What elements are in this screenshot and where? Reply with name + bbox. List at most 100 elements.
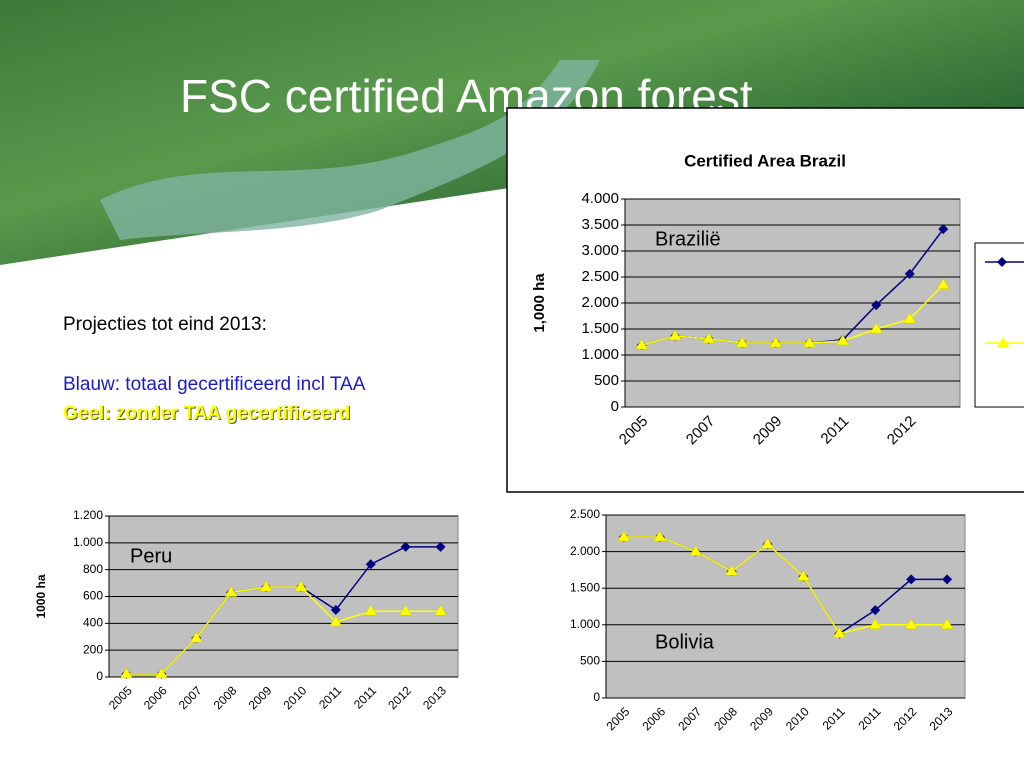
annotation: Brazilië xyxy=(655,228,721,250)
x-tick-label: 2012 xyxy=(385,683,414,712)
y-tick-label: 2.000 xyxy=(581,294,619,311)
annotation: Peru xyxy=(130,545,172,567)
marker xyxy=(904,618,918,630)
x-tick-label: 2011 xyxy=(855,704,883,732)
marker xyxy=(802,336,816,348)
y-tick-label: 400 xyxy=(83,616,103,630)
marker xyxy=(120,667,133,679)
x-tick-label: 2005 xyxy=(604,704,633,733)
marker xyxy=(365,559,376,570)
x-tick-label: 2013 xyxy=(420,683,449,712)
x-tick-label: 2007 xyxy=(176,683,205,712)
y-tick-label: 1.200 xyxy=(73,508,103,522)
y-tick-label: 0 xyxy=(611,398,619,415)
x-tick-label: 2006 xyxy=(141,683,170,712)
marker xyxy=(870,605,881,616)
y-axis-label: 1,000 ha xyxy=(531,273,548,333)
x-tick-label: 2008 xyxy=(211,683,240,712)
marker xyxy=(769,336,783,348)
y-tick-label: 500 xyxy=(594,372,619,389)
marker xyxy=(668,329,682,341)
marker xyxy=(689,545,703,556)
line-series xyxy=(641,284,944,346)
marker xyxy=(940,618,954,630)
marker xyxy=(617,530,631,542)
y-tick-label: 2.500 xyxy=(581,268,619,285)
y-tick-label: 200 xyxy=(83,642,103,656)
marker xyxy=(903,312,917,324)
x-tick-label: 2011 xyxy=(351,683,379,711)
marker xyxy=(400,541,411,552)
marker xyxy=(259,580,273,592)
marker xyxy=(635,338,649,350)
x-tick-label: 2009 xyxy=(747,704,776,733)
marker xyxy=(904,268,915,279)
x-tick-label: 2010 xyxy=(783,704,812,733)
y-tick-label: 500 xyxy=(580,654,600,668)
marker xyxy=(330,604,341,615)
y-tick-label: 1.500 xyxy=(581,320,619,337)
x-tick-label: 2013 xyxy=(927,704,956,733)
marker xyxy=(936,278,950,290)
annotation: Bolivia xyxy=(655,631,715,653)
marker xyxy=(725,564,739,576)
y-axis-label: 1000 ha xyxy=(34,574,48,618)
marker xyxy=(868,618,882,630)
river xyxy=(100,60,600,240)
y-tick-label: 1.000 xyxy=(73,535,103,549)
note: Blauw: totaal gecertificeerd incl TAA xyxy=(63,374,366,395)
y-tick-label: 1.500 xyxy=(570,580,600,594)
marker xyxy=(224,585,238,597)
note: Projecties tot eind 2013: xyxy=(63,314,267,335)
marker xyxy=(653,530,667,542)
legend-marker xyxy=(997,337,1009,347)
x-tick-label: 2006 xyxy=(639,704,668,733)
marker xyxy=(871,300,882,311)
marker xyxy=(399,604,413,616)
x-tick-label: 2009 xyxy=(246,683,275,712)
x-tick-label: 2012 xyxy=(891,704,920,733)
y-tick-label: 0 xyxy=(593,690,600,704)
x-tick-label: 2011 xyxy=(820,704,848,732)
line-series xyxy=(126,586,441,675)
marker xyxy=(797,570,810,581)
x-tick-label: 2005 xyxy=(106,683,135,712)
y-tick-label: 3.500 xyxy=(581,216,619,233)
marker xyxy=(364,604,378,616)
y-tick-label: 1.000 xyxy=(570,617,600,631)
y-tick-label: 4.000 xyxy=(581,190,619,207)
marker xyxy=(836,334,850,346)
marker xyxy=(832,627,846,638)
marker xyxy=(702,332,716,344)
x-tick-label: 2008 xyxy=(711,704,740,733)
marker xyxy=(761,537,774,549)
marker xyxy=(434,604,447,616)
marker xyxy=(906,574,917,585)
marker xyxy=(189,631,203,643)
marker xyxy=(942,574,953,585)
plot-area xyxy=(605,514,966,699)
y-tick-label: 2.000 xyxy=(570,544,600,558)
marker xyxy=(154,667,168,679)
x-tick-label: 2007 xyxy=(675,704,704,733)
note-shadow: Geel: zonder TAA gecertificeerd xyxy=(64,404,351,425)
line-series xyxy=(623,536,948,635)
legend-box xyxy=(974,242,1024,408)
y-tick-label: 1.000 xyxy=(581,346,619,363)
x-tick-label: 2010 xyxy=(281,683,310,712)
marker xyxy=(938,224,949,235)
x-tick-label: 2011 xyxy=(316,683,344,711)
note: Geel: zonder TAA gecertificeerd xyxy=(63,403,350,424)
marker xyxy=(294,580,308,592)
marker xyxy=(869,322,883,334)
marker xyxy=(435,541,446,552)
chart-title: Certified Area Brazil xyxy=(684,151,846,170)
marker xyxy=(735,336,749,348)
y-tick-label: 3.000 xyxy=(581,242,619,259)
y-tick-label: 800 xyxy=(83,562,103,576)
y-tick-label: 2.500 xyxy=(570,507,600,521)
y-tick-label: 600 xyxy=(83,589,103,603)
legend-marker xyxy=(997,257,1007,267)
